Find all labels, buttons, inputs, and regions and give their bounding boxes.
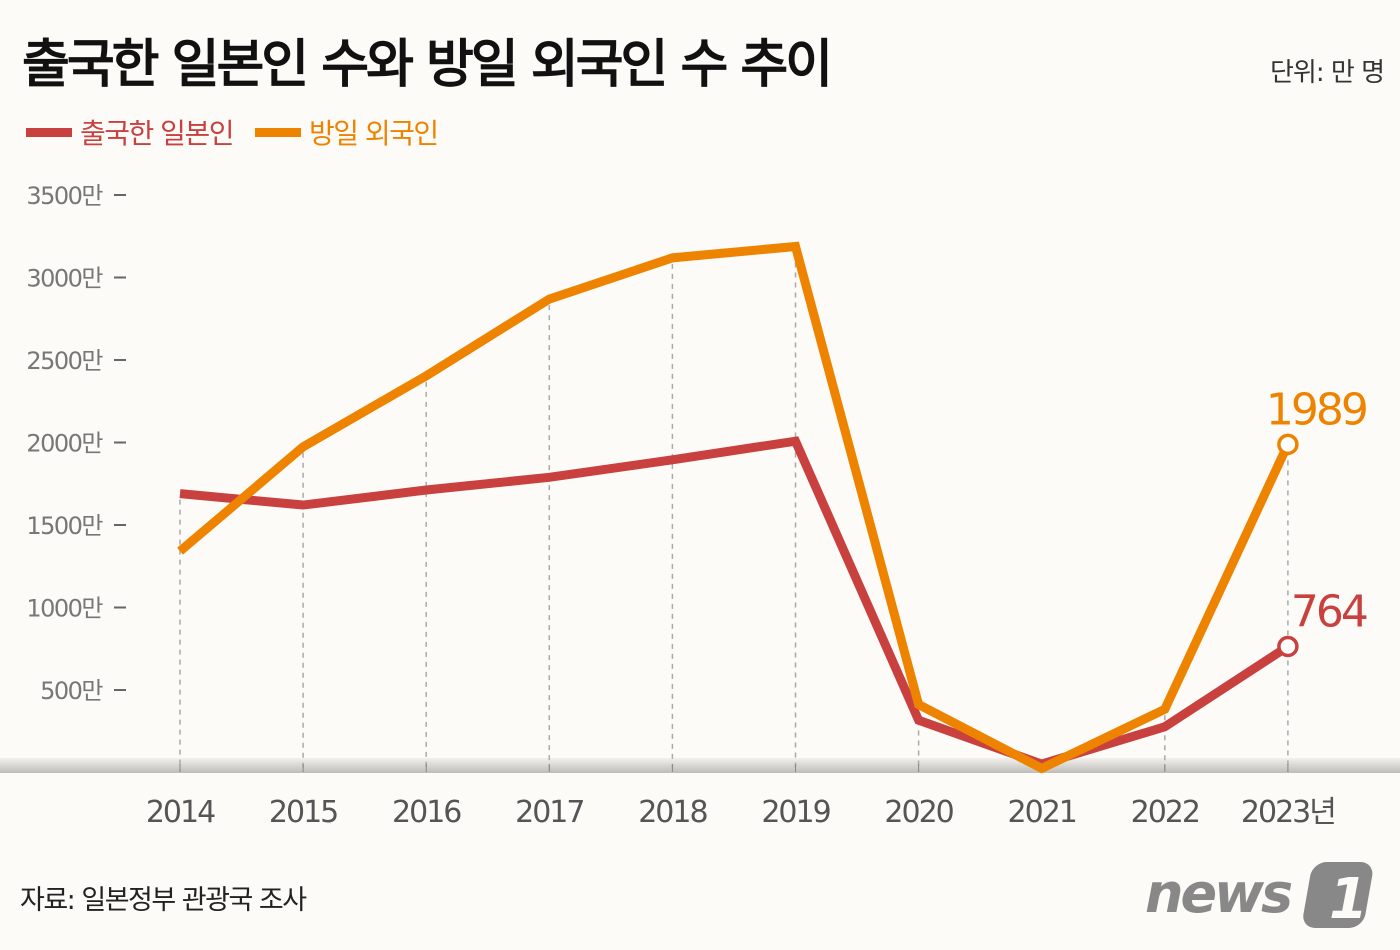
legend-swatch [26,127,72,137]
y-tick-label: 2500만 [26,347,103,375]
series-line-foreign-visitors [177,241,1292,774]
legend-label: 방일 외국인 [308,117,439,150]
legend-label: 출국한 일본인 [80,117,234,150]
x-tick-label: 2020 [884,795,953,830]
legend-swatch [254,127,301,137]
data-point-end-marker [1277,433,1299,456]
x-tick-label: 2023년 [1241,795,1335,830]
x-tick-label: 2018 [638,795,707,830]
x-tick-label: 2019 [761,795,829,830]
series-line-japanese-outbound [179,436,1291,769]
y-tick-label: 2000만 [26,430,103,458]
y-tick-label: 1500만 [26,512,103,540]
x-tick-label: 2022 [1131,795,1199,830]
source-note: 자료: 일본정부 관광국 조사 [20,885,307,916]
data-point-end-marker [1277,635,1299,658]
legend-item-foreign-visitors: 방일 외국인 [254,112,439,152]
svg-text:news: news [1145,862,1292,925]
x-tick-label: 2014 [146,795,215,830]
legend-item-japanese-outbound: 출국한 일본인 [26,112,234,152]
x-tick-label: 2016 [392,795,461,830]
y-tick-label: 3500만 [26,182,103,210]
x-axis-baseline [0,758,1400,773]
x-tick-label: 2017 [515,795,583,830]
chart-title: 출국한 일본인 수와 방일 외국인 수 추이 [22,35,833,95]
svg-text:1: 1 [1329,867,1368,930]
news1-logo: news 1 [1145,862,1373,930]
y-tick-label: 500만 [40,677,103,705]
legend: 출국한 일본인 방일 외국인 [26,112,460,152]
x-tick-label: 2015 [269,795,337,830]
y-tick-label: 3000만 [26,265,103,293]
unit-label: 단위: 만 명 [1270,58,1385,88]
x-tick-label: 2021 [1008,795,1076,830]
end-value-label: 1989 [1266,384,1366,435]
end-value-label: 764 [1291,586,1367,637]
y-tick-label: 1000만 [26,595,103,623]
